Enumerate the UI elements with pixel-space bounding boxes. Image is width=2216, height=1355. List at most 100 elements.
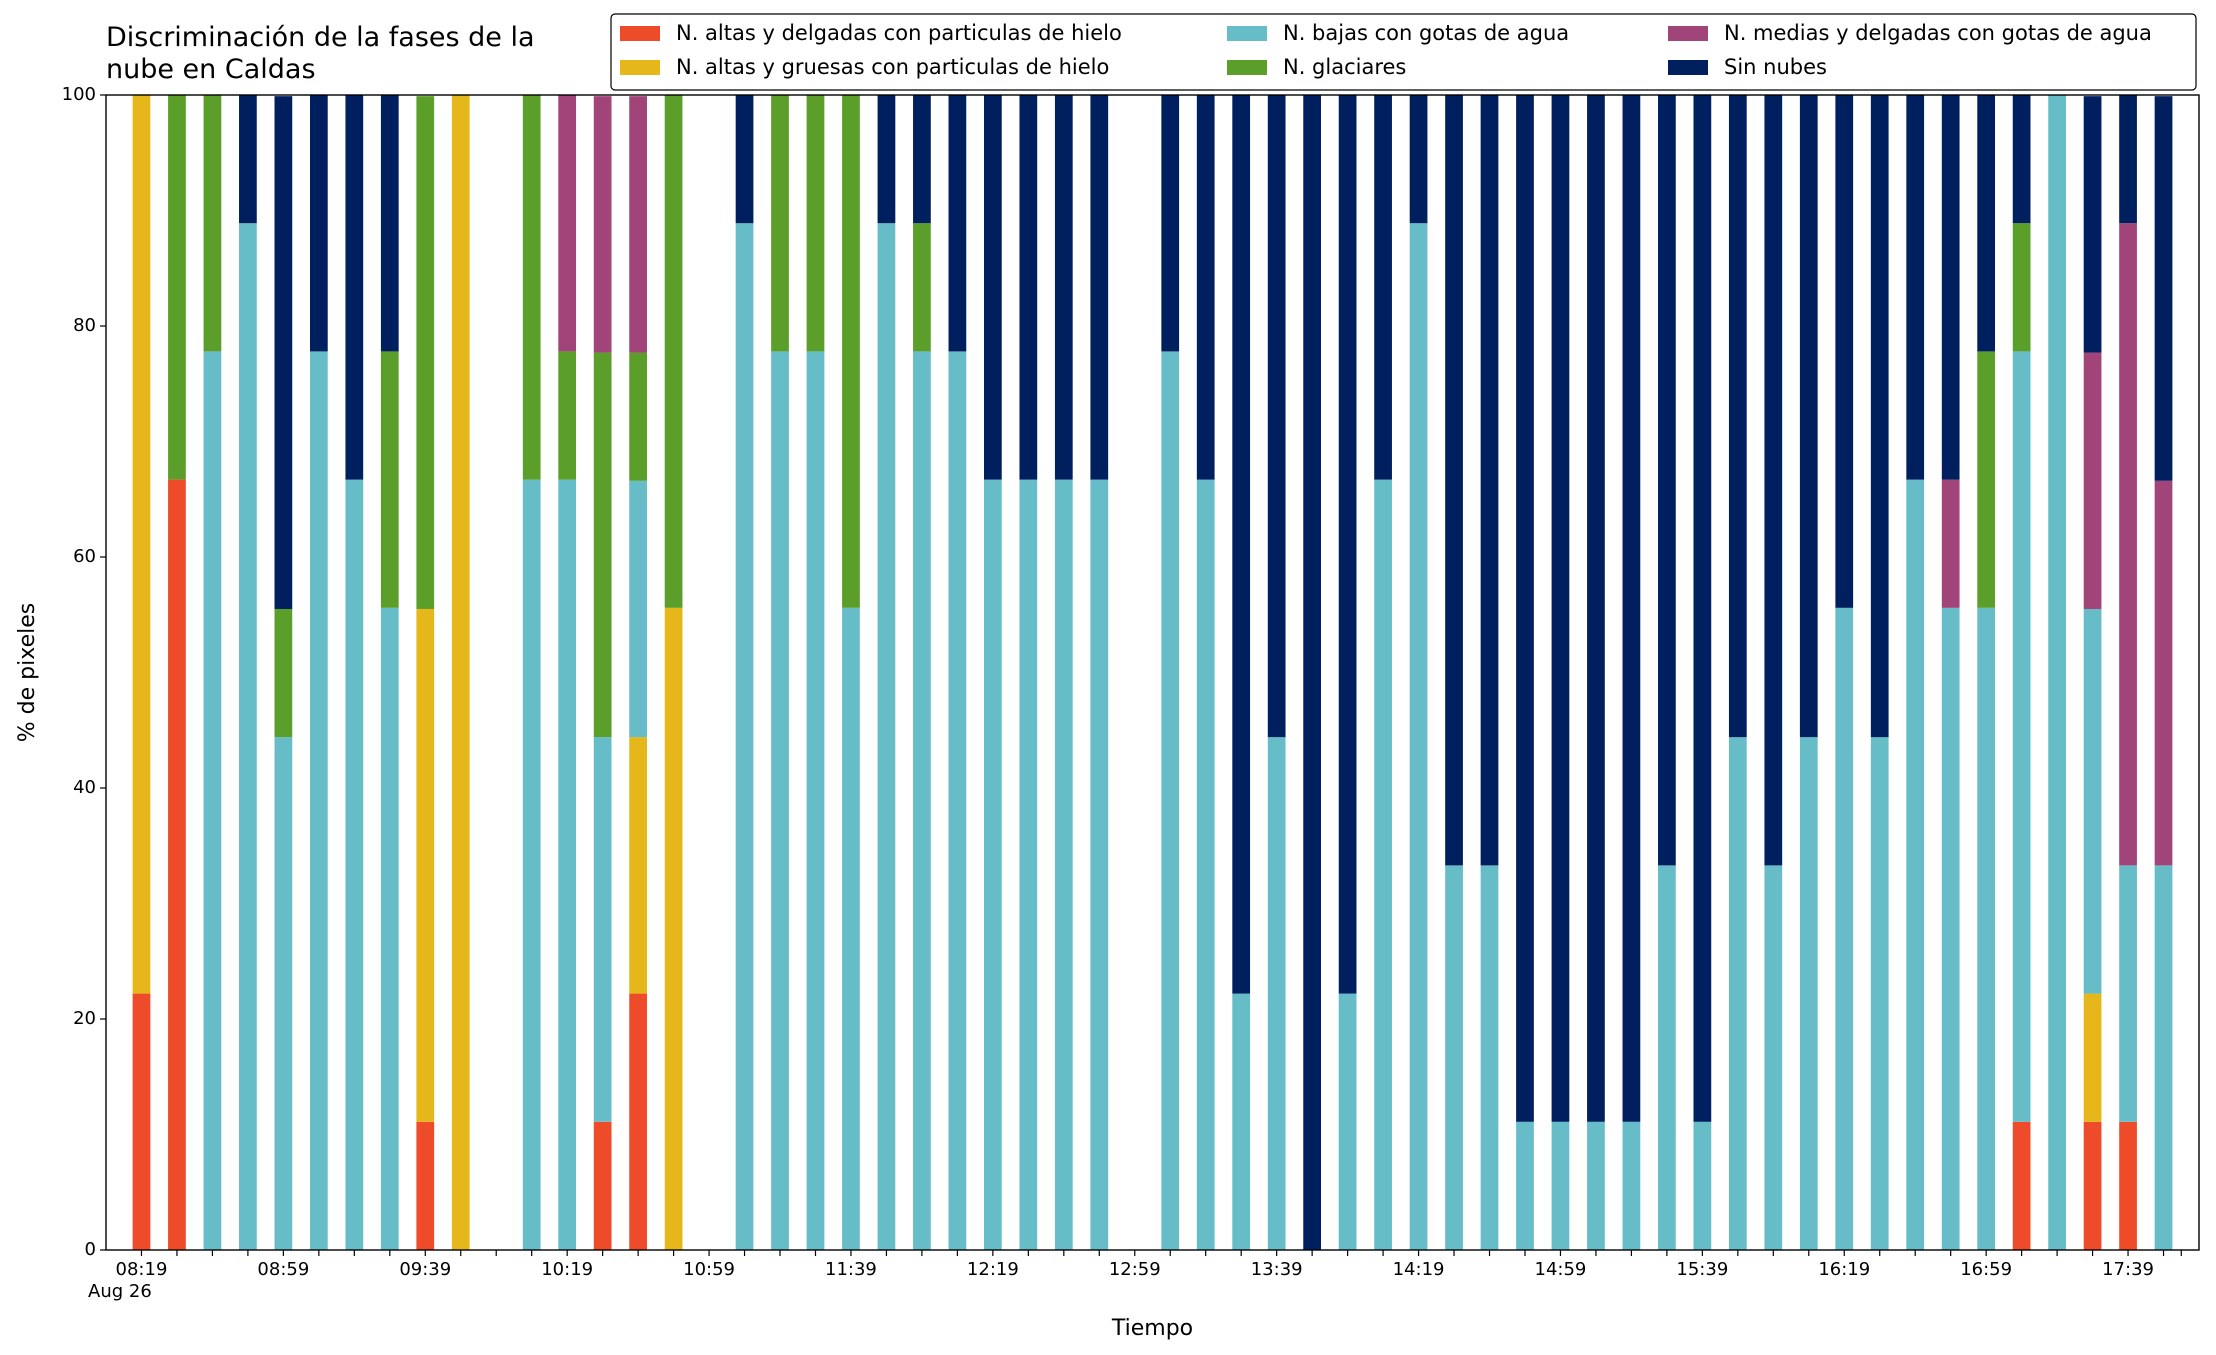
bar-segment — [1693, 1121, 1712, 1250]
legend-swatch — [1227, 60, 1267, 75]
bar-segment — [1516, 95, 1534, 1122]
bar-segment — [806, 95, 825, 352]
bar-segment — [1977, 95, 1996, 352]
bar-segment — [1551, 1121, 1570, 1250]
bar-segment — [1835, 95, 1854, 608]
bar-segment — [558, 95, 577, 352]
bar-segment — [416, 96, 435, 609]
x-tick-label: 08:19 — [116, 1259, 168, 1280]
bar-segment — [771, 95, 789, 352]
bar-segment — [274, 737, 293, 1250]
bar-segment — [380, 351, 399, 608]
bar-segment — [1161, 95, 1180, 352]
bar-segment — [239, 95, 257, 224]
bar-segment — [1232, 993, 1251, 1250]
bar-segment — [345, 95, 364, 480]
legend-swatch — [1668, 60, 1708, 75]
x-tick-label: 14:59 — [1535, 1259, 1587, 1280]
y-tick-label: 60 — [73, 546, 96, 567]
bar-segment — [1161, 351, 1180, 1250]
bar-segment — [1409, 95, 1428, 224]
legend-label: N. glaciares — [1283, 55, 1406, 79]
x-tick-label: 08:59 — [257, 1259, 309, 1280]
bar-segment — [1658, 95, 1676, 866]
bar-segment — [629, 96, 647, 353]
bar-segment — [1799, 737, 1818, 1250]
bar-segment — [1977, 351, 1996, 608]
legend-box — [610, 13, 2197, 91]
bar-segment — [274, 96, 293, 609]
bar-segment — [2083, 608, 2102, 994]
bar-segment — [593, 352, 612, 738]
bar-segment — [1232, 95, 1251, 994]
bar-segment — [1267, 95, 1286, 738]
x-tick-label: 10:19 — [541, 1259, 593, 1280]
bar-segment — [913, 351, 931, 1250]
bar-segment — [274, 608, 293, 738]
legend-label: N. medias y delgadas con gotas de agua — [1724, 21, 2152, 45]
bar-segment — [522, 479, 541, 1250]
bar-segment — [1906, 479, 1925, 1250]
bar-segment — [416, 608, 435, 1122]
chart-title: Discriminación de la fases de la nube en… — [106, 22, 535, 85]
x-axis-label: Tiempo — [1111, 1316, 1193, 1341]
bar-segment — [2083, 993, 2102, 1122]
legend-swatch — [620, 60, 660, 75]
bar-segment — [913, 95, 931, 224]
bar-segment — [1019, 95, 1038, 480]
bar-segment — [1764, 95, 1783, 866]
bar-segment — [771, 351, 789, 1250]
bar-segment — [735, 95, 754, 224]
bar-segment — [309, 351, 328, 1250]
bar-segment — [1622, 1121, 1641, 1250]
bar-segment — [2154, 96, 2173, 481]
bar-segment — [416, 1121, 435, 1250]
bar-segment — [948, 95, 967, 352]
bar-segment — [451, 95, 470, 1250]
bar-segment — [1196, 95, 1215, 480]
bar-segment — [1977, 607, 1996, 1250]
legend-label: N. bajas con gotas de agua — [1283, 21, 1569, 45]
bar-segment — [877, 95, 896, 224]
bar-segment — [1764, 865, 1783, 1250]
bar-segment — [1480, 95, 1499, 866]
bar-segment — [1409, 223, 1428, 1251]
bar-segment — [1445, 865, 1463, 1250]
x-tick-label: 10:59 — [683, 1259, 735, 1280]
y-tick-label: 0 — [85, 1239, 96, 1260]
x-tick-label: 14:19 — [1393, 1259, 1445, 1280]
bar-segment — [877, 223, 896, 1251]
bar-segment — [913, 223, 931, 352]
bar-segment — [132, 95, 151, 994]
bar-segment — [2012, 351, 2031, 1122]
x-tick-label: 17:39 — [2102, 1259, 2154, 1280]
bar-segment — [1658, 865, 1676, 1250]
x-tick-label: 12:19 — [967, 1259, 1019, 1280]
bar-segment — [168, 479, 186, 1250]
bar-segment — [1090, 95, 1109, 480]
bar-segment — [2012, 223, 2031, 352]
bar-segment — [1587, 1121, 1605, 1250]
bar-segment — [203, 95, 222, 352]
bar-segment — [1941, 479, 1960, 608]
bar-segment — [1338, 95, 1357, 994]
bar-segment — [948, 351, 967, 1250]
bar-segment — [522, 95, 541, 480]
bar-segment — [132, 993, 151, 1250]
bar-segment — [2154, 480, 2173, 866]
bar-segment — [1303, 95, 1322, 1250]
bar-segment — [1941, 607, 1960, 1250]
bar-segment — [1019, 479, 1038, 1250]
bar-segment — [168, 95, 186, 480]
bar-segment — [629, 480, 647, 738]
legend-label: Sin nubes — [1724, 55, 1827, 79]
y-tick-label: 80 — [73, 315, 96, 336]
bar-segment — [2119, 865, 2137, 1122]
bar-segment — [1516, 1121, 1534, 1250]
bar-segment — [983, 479, 1002, 1250]
bar-segment — [629, 993, 647, 1250]
bar-segment — [2119, 95, 2137, 224]
y-tick-label: 100 — [62, 84, 96, 105]
